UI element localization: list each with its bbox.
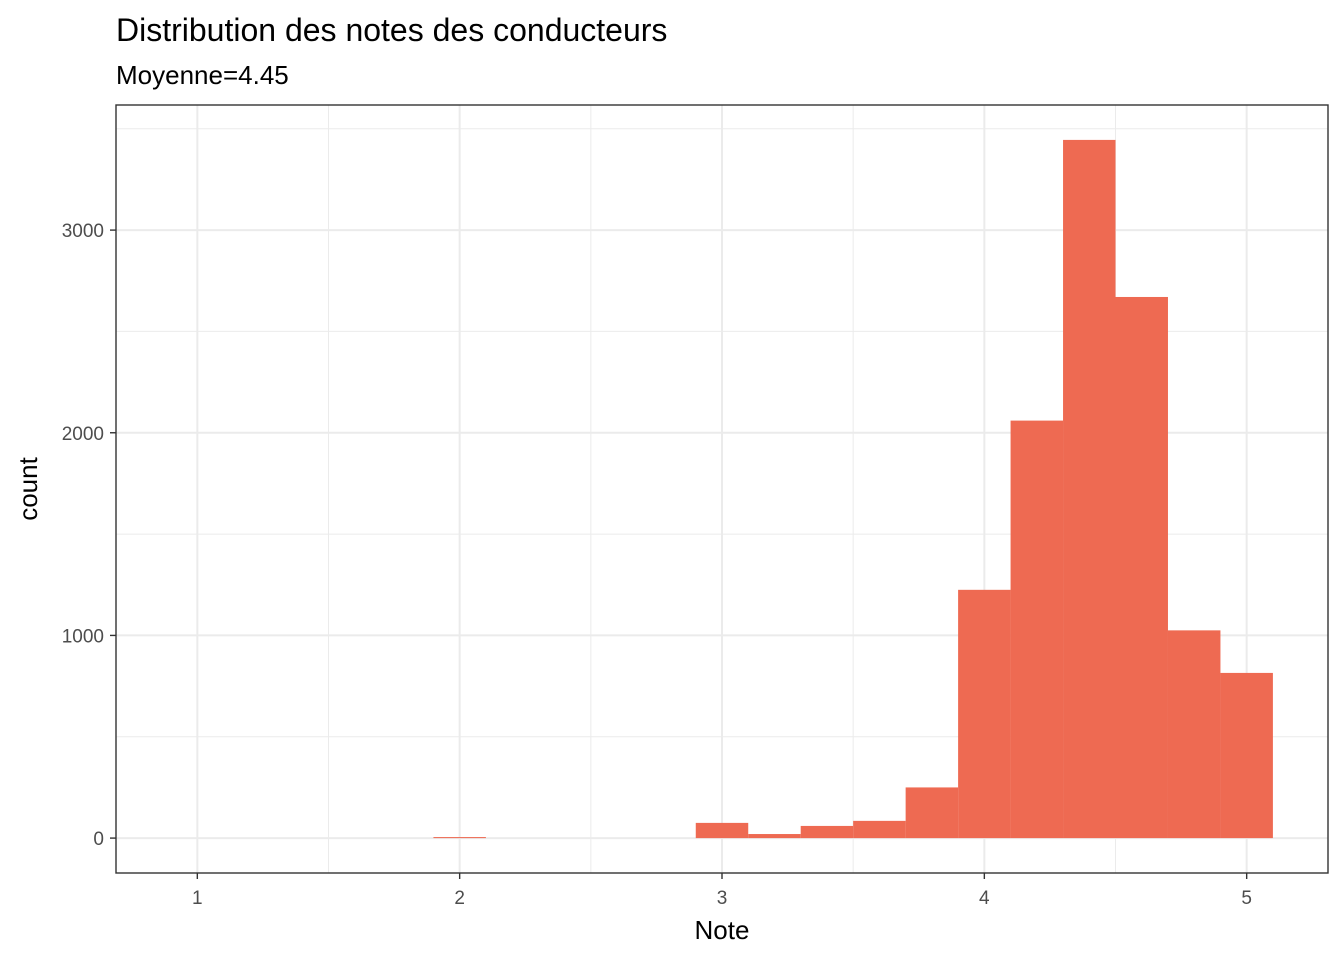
chart-title: Distribution des notes des conducteurs (116, 12, 667, 48)
histogram-bar (1010, 420, 1064, 839)
y-tick-label: 3000 (62, 221, 104, 242)
x-tick-label: 2 (454, 888, 465, 909)
y-axis-ticks: 0 1000 2000 3000 (62, 221, 116, 850)
histogram-bar (1167, 630, 1221, 839)
y-tick-label: 0 (93, 829, 104, 850)
x-axis-ticks: 1 2 3 4 5 (192, 873, 1252, 909)
x-tick-label: 3 (717, 888, 728, 909)
histogram-bars (433, 139, 1273, 839)
x-tick-label: 5 (1241, 888, 1252, 909)
y-tick-label: 1000 (62, 626, 104, 647)
histogram-bar (748, 834, 801, 839)
histogram-bar (1115, 296, 1168, 839)
x-tick-label: 4 (979, 888, 990, 909)
histogram-bar (1063, 139, 1116, 839)
histogram-bar (905, 787, 959, 839)
x-tick-label: 1 (192, 888, 203, 909)
chart-subtitle: Moyenne=4.45 (116, 60, 289, 90)
histogram-bar (800, 825, 854, 839)
histogram-bar (1220, 672, 1273, 839)
histogram-bar (433, 837, 486, 839)
y-axis-title: count (13, 456, 43, 520)
histogram-bar (853, 820, 906, 839)
histogram-bar (958, 589, 1011, 839)
x-axis-title: Note (695, 915, 750, 945)
histogram-bar (695, 822, 749, 839)
y-tick-label: 2000 (62, 424, 104, 445)
